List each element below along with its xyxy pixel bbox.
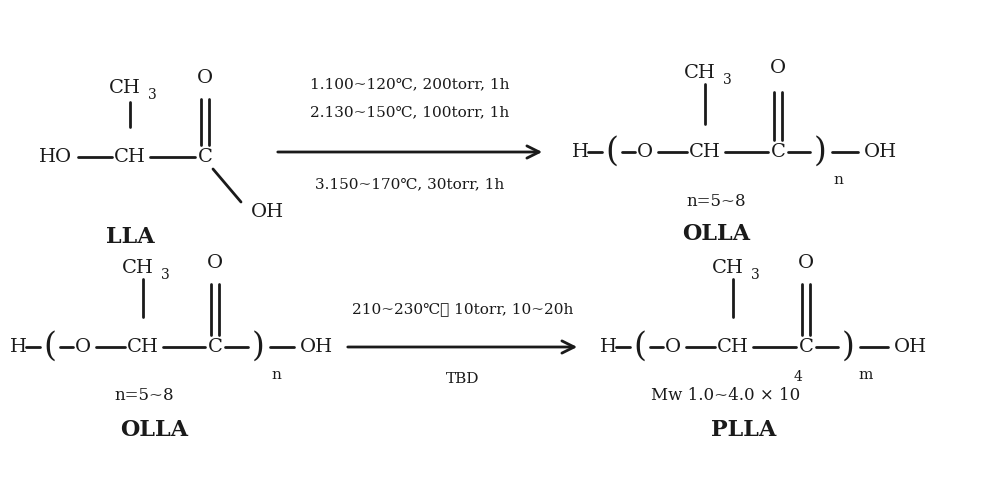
Text: 3: 3 <box>723 73 732 87</box>
Text: PLLA: PLLA <box>711 419 777 441</box>
Text: n=5~8: n=5~8 <box>686 193 746 211</box>
Text: CH: CH <box>122 259 154 277</box>
Text: TBD: TBD <box>446 372 479 386</box>
Text: Mw 1.0~4.0 × 10: Mw 1.0~4.0 × 10 <box>651 387 801 403</box>
Text: OLLA: OLLA <box>120 419 188 441</box>
Text: C: C <box>198 148 212 166</box>
Text: C: C <box>799 338 813 356</box>
Text: 3: 3 <box>148 88 157 102</box>
Text: H: H <box>10 338 26 356</box>
Text: n: n <box>271 368 281 382</box>
Text: O: O <box>665 338 681 356</box>
Text: OH: OH <box>863 143 897 161</box>
Text: H: H <box>572 143 588 161</box>
Text: CH: CH <box>127 338 159 356</box>
Text: OH: OH <box>893 338 927 356</box>
Text: OLLA: OLLA <box>682 223 750 245</box>
Text: OH: OH <box>299 338 333 356</box>
Text: O: O <box>207 254 223 272</box>
Text: CH: CH <box>684 64 716 82</box>
Text: CH: CH <box>717 338 749 356</box>
Text: (: ( <box>634 331 646 363</box>
Text: C: C <box>771 143 785 161</box>
Text: C: C <box>208 338 222 356</box>
Text: O: O <box>770 59 786 77</box>
Text: H: H <box>600 338 616 356</box>
Text: m: m <box>859 368 873 382</box>
Text: n: n <box>833 173 843 187</box>
Text: ): ) <box>814 136 826 168</box>
Text: CH: CH <box>689 143 721 161</box>
Text: CH: CH <box>109 79 141 97</box>
Text: ): ) <box>252 331 264 363</box>
Text: CH: CH <box>712 259 744 277</box>
Text: O: O <box>798 254 814 272</box>
Text: O: O <box>637 143 653 161</box>
Text: ): ) <box>842 331 854 363</box>
Text: O: O <box>75 338 91 356</box>
Text: 4: 4 <box>794 370 803 384</box>
Text: HO: HO <box>38 148 72 166</box>
Text: OH: OH <box>251 203 284 221</box>
Text: 1.100~120℃, 200torr, 1h: 1.100~120℃, 200torr, 1h <box>310 77 510 91</box>
Text: n=5~8: n=5~8 <box>114 387 174 403</box>
Text: (: ( <box>606 136 618 168</box>
Text: O: O <box>197 69 213 87</box>
Text: 3: 3 <box>161 268 170 282</box>
Text: (: ( <box>44 331 56 363</box>
Text: 3: 3 <box>751 268 760 282</box>
Text: 3.150~170℃, 30torr, 1h: 3.150~170℃, 30torr, 1h <box>315 177 505 191</box>
Text: CH: CH <box>114 148 146 166</box>
Text: LLA: LLA <box>106 226 154 248</box>
Text: 2.130~150℃, 100torr, 1h: 2.130~150℃, 100torr, 1h <box>310 105 510 119</box>
Text: 210~230℃， 10torr, 10~20h: 210~230℃， 10torr, 10~20h <box>352 302 573 316</box>
